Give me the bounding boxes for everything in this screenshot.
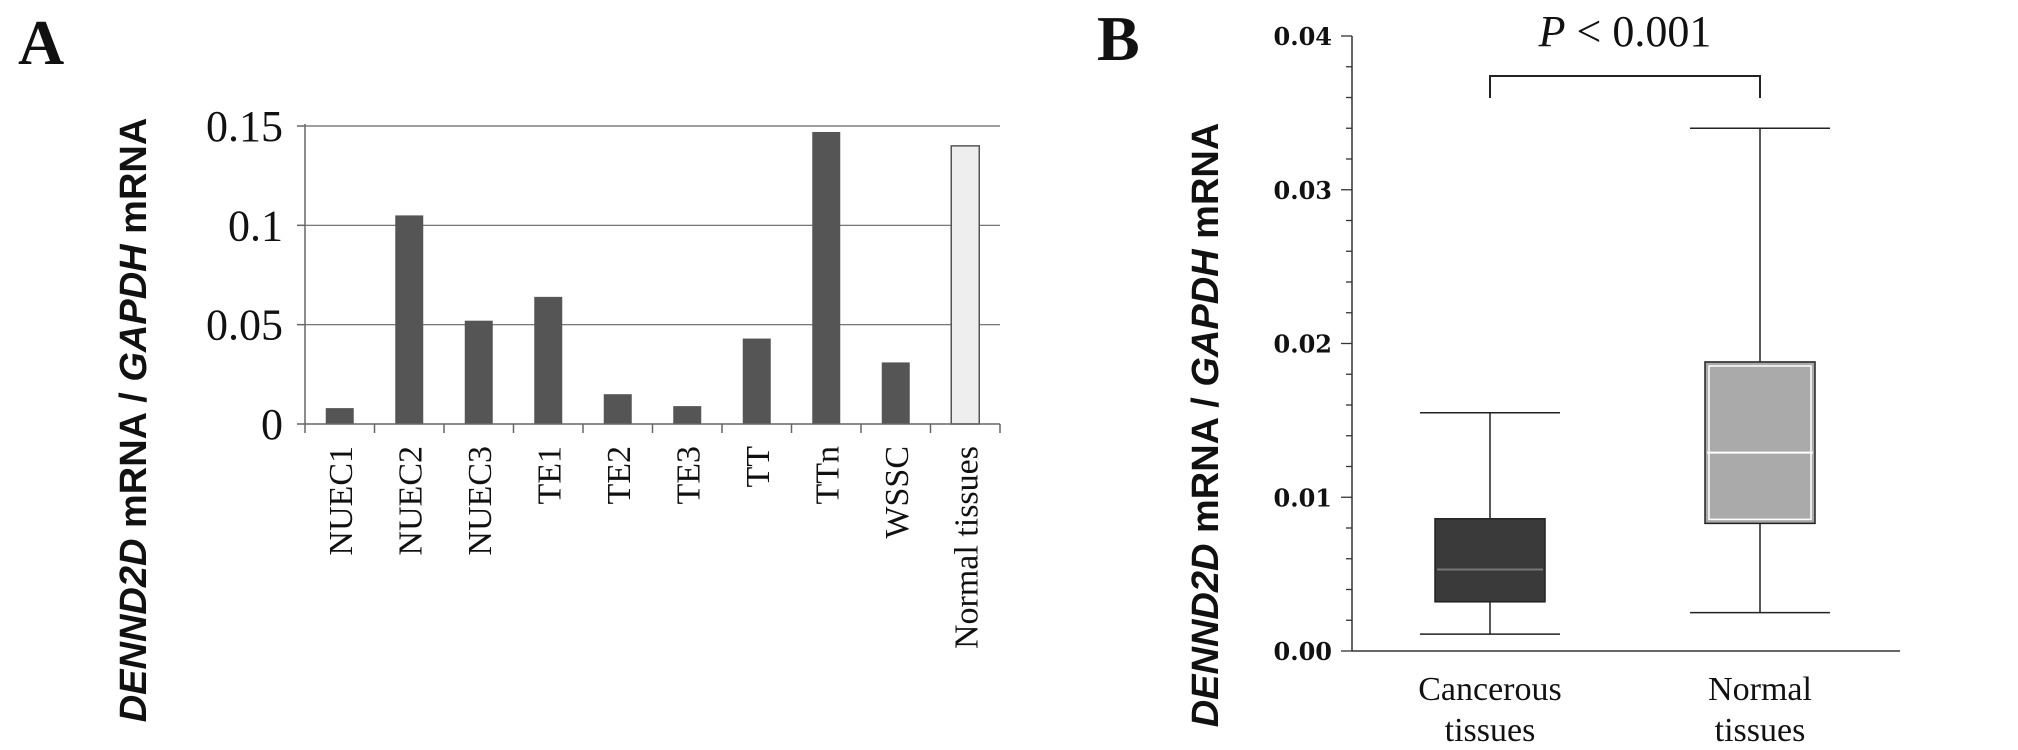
b-y-tick-label: 0.02 bbox=[1274, 330, 1332, 359]
a-category-label: WSSC bbox=[879, 446, 916, 539]
b-p-value: P < 0.001 bbox=[1538, 7, 1712, 56]
a-category-label: Normal tissues bbox=[948, 446, 985, 649]
a-axes bbox=[297, 124, 1001, 433]
panel-b-label: B bbox=[1097, 3, 1140, 74]
a-bar bbox=[812, 131, 841, 424]
a-bar bbox=[673, 406, 702, 424]
a-category-label: NUEC2 bbox=[392, 446, 429, 556]
b-category-label-line1: Cancerous bbox=[1418, 671, 1562, 708]
a-bar bbox=[950, 145, 980, 425]
a-y-tick-label: 0.15 bbox=[206, 102, 283, 151]
a-category-labels: NUEC1 NUEC2 NUEC3 TE1 TE2 TE3 TT TTn WSSC Normal … bbox=[323, 446, 986, 649]
a-category-label: TE3 bbox=[670, 446, 707, 505]
a-bar bbox=[325, 408, 354, 424]
b-category-label-line1: Normal bbox=[1708, 671, 1812, 708]
a-bar bbox=[395, 215, 424, 424]
a-category-label: TT bbox=[740, 446, 777, 488]
panel-b-box-plot: 0.00 0.01 0.02 0.03 0.04 Cancerous tissues Nor… bbox=[1185, 7, 1900, 749]
a-y-axis-label: DENND2D mRNA / GAPDH mRNA bbox=[113, 118, 155, 723]
b-category-label-line2: tissues bbox=[1445, 712, 1536, 749]
b-axes bbox=[1341, 35, 1900, 652]
a-bar bbox=[881, 362, 910, 424]
a-category-label: NUEC3 bbox=[462, 446, 499, 556]
a-category-label: TTn bbox=[809, 446, 846, 505]
b-y-tick-label: 0.03 bbox=[1274, 176, 1332, 205]
a-category-label: TE1 bbox=[531, 446, 568, 505]
a-bar bbox=[534, 296, 563, 424]
b-y-tick-label: 0.01 bbox=[1274, 483, 1332, 512]
a-category-label: NUEC1 bbox=[323, 446, 360, 556]
panel-a-bar-chart: 0 0.05 0.1 0.15 NUEC1 NUEC2 NUEC3 TE1 TE2 TE3 TT T… bbox=[113, 102, 1001, 723]
a-bar bbox=[742, 338, 771, 424]
b-y-axis-label: DENND2D mRNA / GAPDH mRNA bbox=[1185, 123, 1227, 728]
b-significance-bracket bbox=[1489, 75, 1761, 98]
b-y-tick-label: 0.04 bbox=[1274, 22, 1332, 51]
a-y-tick-labels: 0 0.05 0.1 0.15 bbox=[206, 102, 283, 449]
a-y-tick-label: 0 bbox=[261, 400, 283, 449]
a-bars bbox=[325, 131, 980, 425]
b-significance: P < 0.001 bbox=[1489, 7, 1761, 98]
a-y-tick-label: 0.1 bbox=[228, 201, 283, 250]
b-y-tick-labels: 0.00 0.01 0.02 0.03 0.04 bbox=[1274, 22, 1332, 666]
b-box bbox=[1434, 518, 1546, 603]
b-category-label-line2: tissues bbox=[1715, 712, 1806, 749]
a-bar bbox=[603, 394, 632, 424]
b-box bbox=[1704, 361, 1816, 525]
a-bar bbox=[464, 320, 493, 424]
b-box-inner-border bbox=[1708, 365, 1812, 521]
a-category-label: TE2 bbox=[601, 446, 638, 505]
b-y-tick-label: 0.00 bbox=[1274, 637, 1332, 666]
b-category-labels: Cancerous tissues Normal tissues bbox=[1418, 671, 1812, 749]
panel-a-label: A bbox=[18, 7, 64, 78]
a-y-tick-label: 0.05 bbox=[206, 301, 283, 350]
b-boxes bbox=[1420, 127, 1830, 635]
